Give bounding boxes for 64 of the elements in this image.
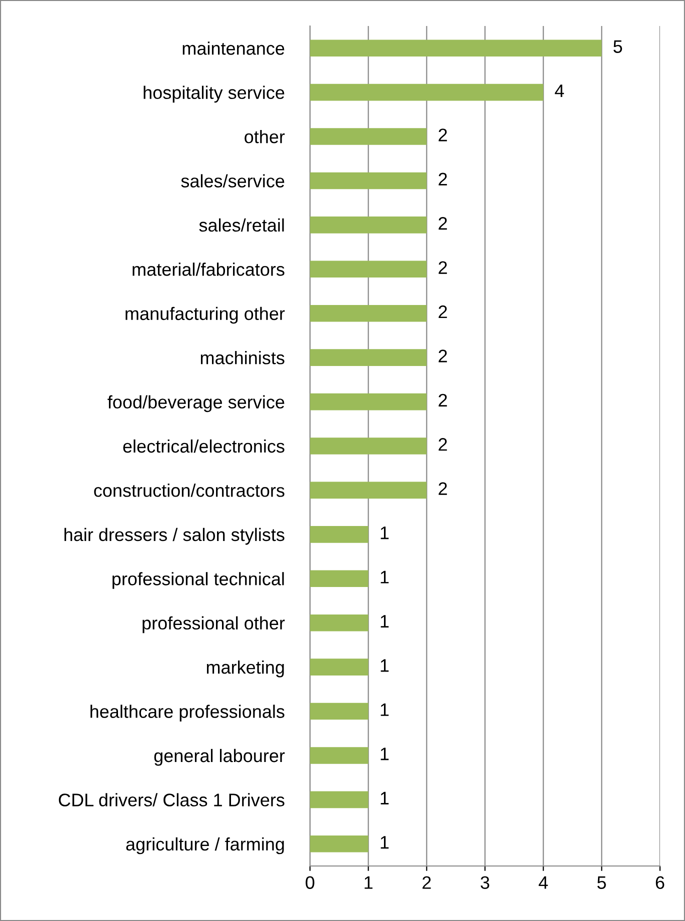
y-tick-label: professional technical: [112, 572, 284, 589]
y-tick-label: maintenance: [182, 42, 284, 55]
y-tick-label: material/fabricators: [132, 262, 284, 276]
y-tick-label: manufacturing other: [126, 306, 285, 324]
y-tick-label: general labourer: [154, 748, 285, 766]
bar: [310, 835, 368, 852]
bar: [310, 393, 427, 410]
x-tick-label: 6: [656, 876, 664, 889]
x-tick-label: 1: [364, 876, 372, 889]
bar: [310, 216, 427, 234]
y-tick-label: marketing: [206, 660, 284, 678]
data-label: 4: [554, 84, 564, 97]
bar: [310, 482, 427, 499]
data-label: 1: [380, 659, 389, 672]
data-label: 2: [438, 438, 447, 451]
bar: [310, 84, 544, 101]
bar: [310, 349, 427, 366]
bar: [310, 791, 368, 808]
data-label: 1: [380, 836, 389, 849]
y-tick-label: machinists: [200, 351, 284, 364]
data-label: 1: [380, 748, 389, 760]
data-label: 1: [380, 526, 389, 540]
y-tick-label: agriculture / farming: [126, 837, 284, 854]
data-label: 1: [380, 792, 389, 804]
x-tick-label: 0: [306, 876, 314, 889]
data-label: 5: [614, 40, 622, 53]
y-tick-label: food/beverage service: [108, 395, 284, 412]
bar: [310, 40, 602, 57]
bar: [310, 658, 368, 676]
y-tick-label: construction/contractors: [94, 484, 284, 497]
data-label: 2: [438, 305, 447, 318]
bar: [310, 702, 368, 720]
x-tick-label: 4: [538, 876, 548, 889]
bar: [310, 614, 368, 632]
data-label: 2: [438, 482, 447, 495]
y-tick-label: hair dressers / salon stylists: [64, 528, 284, 545]
data-label: 2: [438, 217, 447, 230]
y-tick-label: sales/retail: [199, 218, 284, 232]
y-tick-label: healthcare professionals: [90, 704, 284, 722]
x-tick-label: 5: [597, 876, 606, 889]
x-tick-label: 3: [480, 876, 490, 889]
data-label: 2: [438, 128, 447, 142]
data-label: 2: [438, 172, 447, 186]
bar: [310, 747, 368, 764]
y-tick-label: other: [244, 130, 285, 144]
data-label: 2: [438, 394, 447, 406]
bar: [310, 128, 427, 145]
bar: [310, 172, 427, 190]
bar: [310, 260, 427, 278]
bar: [310, 526, 368, 543]
y-tick-label: CDL drivers/ Class 1 Drivers: [58, 793, 284, 806]
bar: [310, 570, 368, 588]
x-tick-label: 2: [422, 876, 431, 889]
y-tick-label: sales/service: [181, 174, 284, 188]
bar: [310, 304, 427, 322]
y-tick-label: professional other: [142, 616, 285, 634]
data-label: 1: [380, 704, 389, 716]
bar: [310, 438, 427, 454]
y-tick-label: hospitality service: [144, 86, 284, 103]
data-label: 1: [380, 570, 389, 584]
y-tick-label: electrical/electronics: [123, 439, 284, 453]
data-label: 2: [438, 350, 447, 362]
data-label: 2: [438, 261, 447, 274]
data-label: 1: [380, 615, 389, 628]
